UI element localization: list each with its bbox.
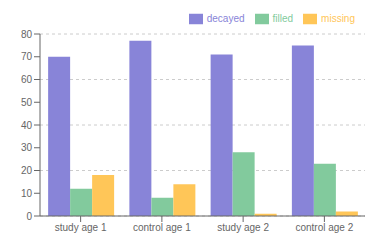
svg-text:60: 60 xyxy=(21,74,33,85)
svg-text:control age 1: control age 1 xyxy=(133,222,191,233)
svg-text:40: 40 xyxy=(21,120,33,131)
svg-text:30: 30 xyxy=(21,142,33,153)
svg-text:control age 2: control age 2 xyxy=(295,222,353,233)
svg-text:study age 1: study age 1 xyxy=(55,222,107,233)
svg-text:10: 10 xyxy=(21,188,33,199)
html-text:decayed: decayed xyxy=(206,12,245,24)
svg-text:0: 0 xyxy=(26,211,32,222)
svg-text:study age 2: study age 2 xyxy=(217,222,269,233)
html-text:filled: filled xyxy=(272,12,294,24)
html-text:missing: missing xyxy=(321,12,355,24)
svg-text:50: 50 xyxy=(21,97,33,108)
svg-text:20: 20 xyxy=(21,165,33,176)
svg-text:80: 80 xyxy=(21,29,33,40)
svg-text:70: 70 xyxy=(21,51,33,62)
